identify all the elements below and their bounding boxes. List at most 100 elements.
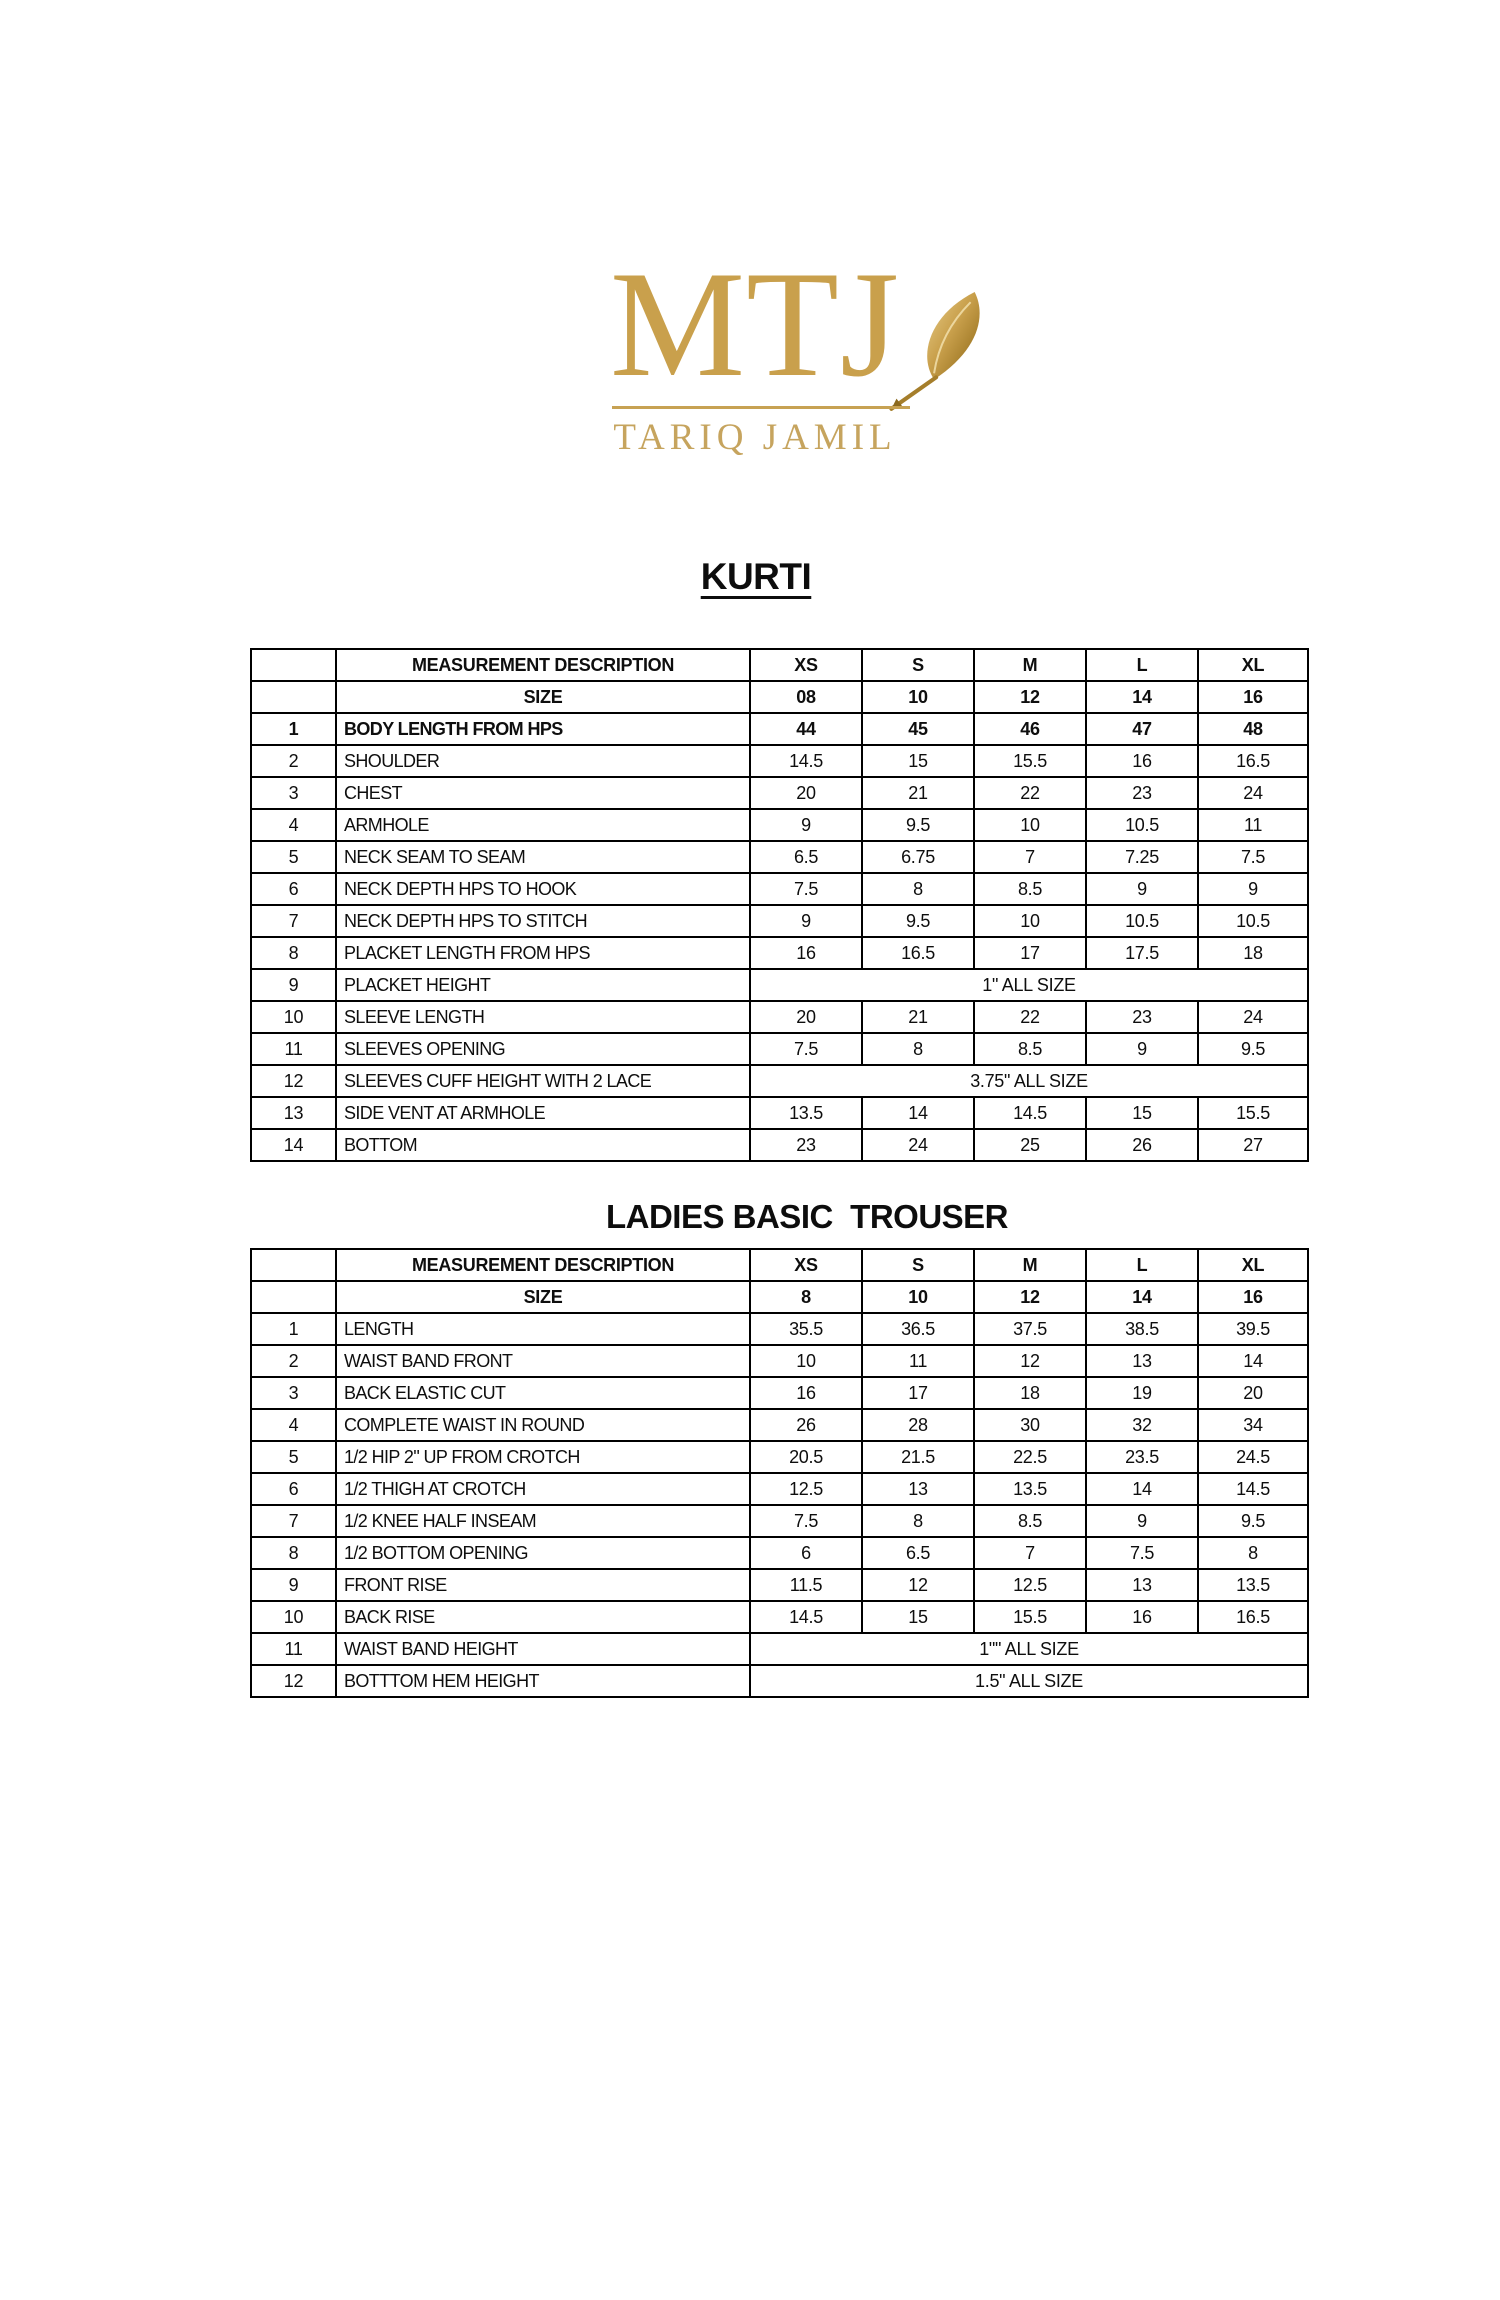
size-number: 10 (861, 680, 975, 714)
measurement-label: BOTTOM (335, 1128, 751, 1162)
row-number: 10 (250, 1600, 337, 1634)
brand-monogram: MTJ (609, 240, 901, 408)
value-cell: 45 (861, 712, 975, 746)
value-cell: 21.5 (861, 1440, 975, 1474)
value-cell: 7.5 (1085, 1536, 1199, 1570)
value-cell: 13.5 (749, 1096, 863, 1130)
value-cell: 9 (1085, 1032, 1199, 1066)
value-cell: 10.5 (1085, 904, 1199, 938)
value-cell: 8.5 (973, 1032, 1087, 1066)
row-number: 13 (250, 1096, 337, 1130)
size-number: 08 (749, 680, 863, 714)
value-cell: 14 (1085, 1472, 1199, 1506)
measurement-label: SHOULDER (335, 744, 751, 778)
value-cell: 12 (973, 1344, 1087, 1378)
value-cell: 8 (861, 1032, 975, 1066)
measurement-label: PLACKET HEIGHT (335, 968, 751, 1002)
value-cell: 20 (1197, 1376, 1309, 1410)
value-cell: 17 (973, 936, 1087, 970)
row-number: 5 (250, 840, 337, 874)
row-number: 7 (250, 904, 337, 938)
value-cell: 9.5 (1197, 1032, 1309, 1066)
merged-all-size-value: 1"" ALL SIZE (749, 1632, 1309, 1666)
measurement-label: ARMHOLE (335, 808, 751, 842)
value-cell: 48 (1197, 712, 1309, 746)
description-header: MEASUREMENT DESCRIPTION (335, 648, 751, 682)
value-cell: 34 (1197, 1408, 1309, 1442)
row-number: 1 (250, 712, 337, 746)
value-cell: 11 (1197, 808, 1309, 842)
value-cell: 46 (973, 712, 1087, 746)
value-cell: 13.5 (973, 1472, 1087, 1506)
measurement-label: SIDE VENT AT ARMHOLE (335, 1096, 751, 1130)
value-cell: 10.5 (1085, 808, 1199, 842)
row-number: 8 (250, 1536, 337, 1570)
value-cell: 25 (973, 1128, 1087, 1162)
row-number: 4 (250, 808, 337, 842)
table-row: 10 SLEEVE LENGTH 20 21 22 23 24 (250, 1000, 1309, 1034)
table-row: 12 BOTTTOM HEM HEIGHT 1.5" ALL SIZE (250, 1664, 1309, 1698)
value-cell: 10 (973, 904, 1087, 938)
size-row-label: SIZE (335, 680, 751, 714)
value-cell: 6.75 (861, 840, 975, 874)
corner-cell (250, 680, 337, 714)
table-row: 9 FRONT RISE 11.5 12 12.5 13 13.5 (250, 1568, 1309, 1602)
table-row: 9 PLACKET HEIGHT 1" ALL SIZE (250, 968, 1309, 1002)
value-cell: 16 (749, 936, 863, 970)
value-cell: 14.5 (1197, 1472, 1309, 1506)
value-cell: 14.5 (749, 744, 863, 778)
value-cell: 9 (1085, 1504, 1199, 1538)
size-header: XL (1197, 1248, 1309, 1282)
value-cell: 16 (1085, 744, 1199, 778)
value-cell: 18 (1197, 936, 1309, 970)
size-number: 14 (1085, 680, 1199, 714)
table-row: 7 NECK DEPTH HPS TO STITCH 9 9.5 10 10.5 10.5 (250, 904, 1309, 938)
measurement-label: 1/2 THIGH AT CROTCH (335, 1472, 751, 1506)
value-cell: 20 (749, 776, 863, 810)
table-row: 8 PLACKET LENGTH FROM HPS 16 16.5 17 17.5 18 (250, 936, 1309, 970)
size-number: 14 (1085, 1280, 1199, 1314)
size-header: S (861, 648, 975, 682)
row-number: 2 (250, 744, 337, 778)
size-number: 12 (973, 680, 1087, 714)
value-cell: 15 (861, 744, 975, 778)
header-row: MEASUREMENT DESCRIPTION XS S M L XL (250, 1248, 1309, 1282)
table-row: 1 BODY LENGTH FROM HPS 44 45 46 47 48 (250, 712, 1309, 746)
value-cell: 22 (973, 776, 1087, 810)
row-number: 7 (250, 1504, 337, 1538)
table-row: 12 SLEEVES CUFF HEIGHT WITH 2 LACE 3.75" A… (250, 1064, 1309, 1098)
value-cell: 15 (861, 1600, 975, 1634)
value-cell: 16 (1085, 1600, 1199, 1634)
value-cell: 14 (861, 1096, 975, 1130)
value-cell: 39.5 (1197, 1312, 1309, 1346)
value-cell: 14 (1197, 1344, 1309, 1378)
measurement-label: BACK RISE (335, 1600, 751, 1634)
measurement-label: SLEEVE LENGTH (335, 1000, 751, 1034)
measurement-label: FRONT RISE (335, 1568, 751, 1602)
value-cell: 8 (861, 1504, 975, 1538)
row-number: 4 (250, 1408, 337, 1442)
size-header: L (1085, 648, 1199, 682)
value-cell: 23.5 (1085, 1440, 1199, 1474)
value-cell: 26 (749, 1408, 863, 1442)
value-cell: 23 (749, 1128, 863, 1162)
row-number: 10 (250, 1000, 337, 1034)
value-cell: 9.5 (1197, 1504, 1309, 1538)
value-cell: 18 (973, 1376, 1087, 1410)
row-number: 11 (250, 1632, 337, 1666)
value-cell: 9.5 (861, 808, 975, 842)
row-number: 11 (250, 1032, 337, 1066)
row-number: 12 (250, 1064, 337, 1098)
row-number: 6 (250, 872, 337, 906)
value-cell: 7.5 (1197, 840, 1309, 874)
kurti-measurement-table-container: MEASUREMENT DESCRIPTION XS S M L XL SIZE 08 10 12… (250, 648, 1309, 1162)
value-cell: 11.5 (749, 1568, 863, 1602)
table-row: 5 NECK SEAM TO SEAM 6.5 6.75 7 7.25 7.5 (250, 840, 1309, 874)
value-cell: 7.25 (1085, 840, 1199, 874)
measurement-label: 1/2 BOTTOM OPENING (335, 1536, 751, 1570)
value-cell: 13.5 (1197, 1568, 1309, 1602)
value-cell: 7.5 (749, 872, 863, 906)
value-cell: 12.5 (749, 1472, 863, 1506)
value-cell: 9.5 (861, 904, 975, 938)
size-table: MEASUREMENT DESCRIPTION XS S M L XL SIZE 08 10 12… (250, 648, 1309, 1162)
